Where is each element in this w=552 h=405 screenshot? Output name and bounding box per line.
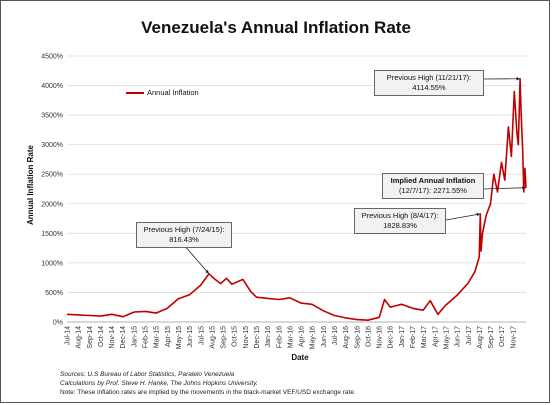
source-notes: Sources: U.S Bureau of Labor Statistics,… xyxy=(60,370,356,397)
x-tick-label: Sep-17 xyxy=(488,326,495,349)
x-tick-label: Jun-15 xyxy=(187,326,194,348)
x-tick-label: Sep-14 xyxy=(87,326,94,349)
y-tick-label: 1000% xyxy=(41,260,63,267)
annotation-implied-inflation: Implied Annual Inflation (12/7/17): 2271… xyxy=(382,173,484,199)
annotation-line: 4114.55% xyxy=(412,83,446,92)
x-tick-label: Aug-15 xyxy=(209,326,216,349)
y-tick-label: 3500% xyxy=(41,113,63,120)
legend: Annual Inflation xyxy=(126,88,199,97)
x-tick-label: Feb-16 xyxy=(276,326,283,348)
x-tick-label: Aug-14 xyxy=(76,326,83,349)
annotation-arrowhead xyxy=(522,186,526,190)
x-tick-label: Apr-15 xyxy=(165,326,172,347)
annotation-line: 1828.83% xyxy=(383,221,417,230)
x-tick-label: Oct-17 xyxy=(499,326,506,347)
y-tick-labels: 0% 500% 1000% 1500% 2000% 2500% 3000% 3500% 4000… xyxy=(41,54,63,327)
x-tick-label: Sep-16 xyxy=(354,326,361,349)
x-tick-label: Jun-16 xyxy=(321,326,328,348)
chart-title: Venezuela's Annual Inflation Rate xyxy=(141,18,411,37)
annotation-arrowhead xyxy=(205,269,209,274)
y-tick-label: 4500% xyxy=(41,54,63,61)
y-tick-label: 0% xyxy=(53,320,63,327)
x-tick-label: Dec-16 xyxy=(388,326,395,349)
x-tick-label: Aug-17 xyxy=(477,326,484,349)
annotation-line: Implied Annual Inflation xyxy=(390,176,476,185)
x-tick-label: Mar-16 xyxy=(287,326,294,348)
x-tick-label: Apr-17 xyxy=(432,326,439,347)
x-tick-label: Jul-17 xyxy=(466,326,473,345)
x-tick-label: Mar-17 xyxy=(421,326,428,348)
gridlines xyxy=(67,55,526,323)
x-tick-label: Feb-15 xyxy=(143,326,150,348)
y-axis-label: Annual Inflation Rate xyxy=(26,144,35,225)
y-tick-label: 1500% xyxy=(41,231,63,238)
note-text: Note: These inflation rates are implied … xyxy=(60,389,356,396)
series-line-annual-inflation xyxy=(66,78,527,321)
x-tick-label: Nov-15 xyxy=(243,326,250,349)
legend-swatch xyxy=(126,91,144,94)
x-tick-label: Nov-17 xyxy=(510,326,517,349)
x-tick-label: Apr-16 xyxy=(299,326,306,347)
x-tick-label: Nov-14 xyxy=(109,326,116,349)
x-tick-label: Oct-16 xyxy=(365,326,372,347)
legend-label: Annual Inflation xyxy=(147,88,199,97)
x-tick-label: Dec-15 xyxy=(254,326,261,349)
annotation-previous-high-jul15: Previous High (7/24/15): 816.43% xyxy=(136,222,232,248)
x-tick-label: Jul-16 xyxy=(332,326,339,345)
annotation-previous-high-aug17: Previous High (8/4/17): 1828.83% xyxy=(354,208,446,234)
annotation-line: Previous High (7/24/15): xyxy=(143,225,225,234)
x-tick-label: Jan-15 xyxy=(131,326,138,348)
x-tick-label: Jun-17 xyxy=(455,326,462,348)
y-tick-label: 2000% xyxy=(41,201,63,208)
x-tick-label: May-16 xyxy=(310,326,317,349)
x-tick-label: Oct-14 xyxy=(98,326,105,347)
x-tick-label: Aug-16 xyxy=(343,326,350,349)
annotation-line: 816.43% xyxy=(169,235,199,244)
x-tick-label: Jul-15 xyxy=(198,326,205,345)
y-tick-label: 3000% xyxy=(41,142,63,149)
x-tick-label: May-17 xyxy=(443,326,450,349)
x-tick-label: Jul-14 xyxy=(65,326,72,345)
annotation-line: (12/7/17): 2271.55% xyxy=(399,186,467,195)
x-tick-label: Mar-15 xyxy=(154,326,161,348)
x-axis-label: Date xyxy=(291,353,309,362)
x-tick-labels: Jul-14 Aug-14 Sep-14 Oct-14 Nov-14 Dec-14 Jan-… xyxy=(65,326,518,349)
x-tick-label: Feb-17 xyxy=(410,326,417,348)
annotation-arrowhead xyxy=(516,77,521,81)
x-tick-label: May-15 xyxy=(176,326,183,349)
annotation-arrow xyxy=(445,213,481,221)
y-tick-label: 500% xyxy=(45,290,63,297)
y-tick-label: 4000% xyxy=(41,83,63,90)
annotation-line: Previous High (11/21/17): xyxy=(386,73,472,82)
y-tick-label: 2500% xyxy=(41,172,63,179)
x-tick-label: Oct-15 xyxy=(232,326,239,347)
annotation-arrow xyxy=(183,244,210,275)
annotation-line: Previous High (8/4/17): xyxy=(361,211,439,220)
annotation-arrows xyxy=(183,77,527,275)
annotation-previous-high-nov17: Previous High (11/21/17): 4114.55% xyxy=(374,70,484,96)
x-tick-label: Jan-17 xyxy=(399,326,406,348)
calculations-text: Calculations by Prof. Steve H. Hanke, Th… xyxy=(60,380,258,387)
annotation-arrow xyxy=(483,187,527,190)
x-tick-label: Sep-15 xyxy=(221,326,228,349)
sources-text: Sources: U.S Bureau of Labor Statistics,… xyxy=(60,371,235,378)
x-tick-label: Nov-16 xyxy=(377,326,384,349)
annotation-arrowhead xyxy=(476,212,481,217)
x-tick-label: Dec-14 xyxy=(120,326,127,349)
x-tick-label: Jan-16 xyxy=(265,326,272,348)
